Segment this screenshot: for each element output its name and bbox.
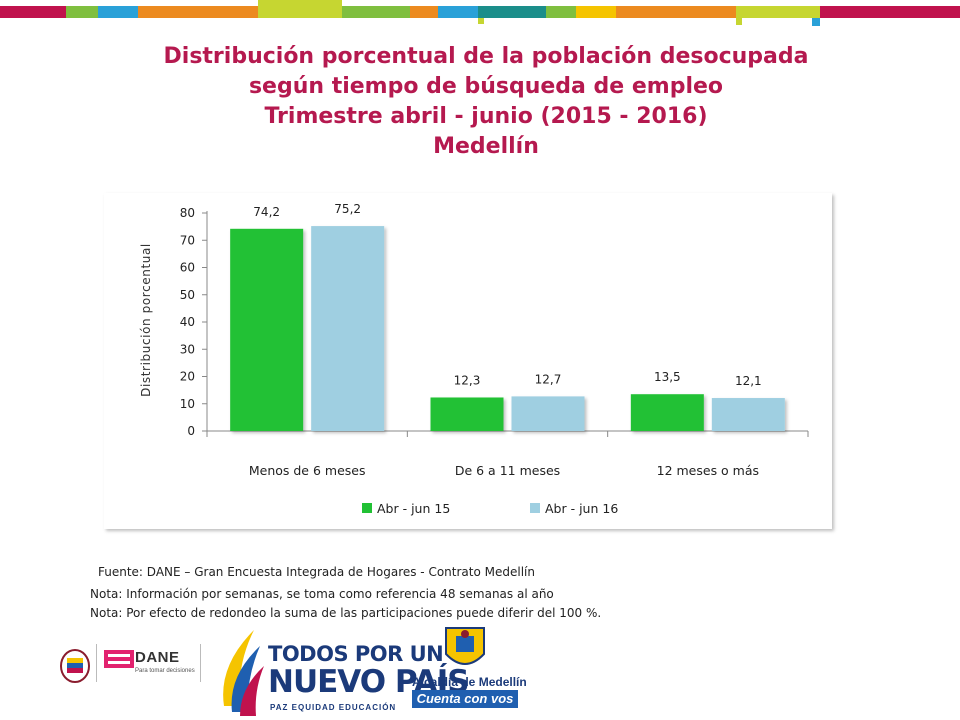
legend-swatch: [530, 503, 540, 513]
y-tick-label: 50: [180, 288, 195, 302]
strip-segment: [812, 18, 820, 26]
note-2: Nota: Por efecto de redondeo la suma de …: [90, 606, 602, 620]
colombia-shield-icon: [60, 649, 90, 683]
bar: [630, 394, 704, 431]
strip-segment: [438, 6, 478, 18]
y-tick-label: 80: [180, 206, 195, 220]
gov-slogan-line-1: TODOS POR UN: [268, 642, 444, 666]
strip-segment: [576, 6, 616, 18]
strip-segment: [546, 6, 576, 18]
x-tick-label: 12 meses o más: [657, 463, 759, 478]
chart-title: Distribución porcentual de la población …: [80, 42, 892, 162]
medellin-coat-of-arms-icon: [445, 627, 485, 665]
y-tick-label: 40: [180, 315, 195, 329]
data-label: 74,2: [253, 205, 280, 219]
bar: [230, 228, 304, 431]
title-line-2: según tiempo de búsqueda de empleo: [248, 74, 724, 99]
legend-label: Abr - jun 15: [377, 501, 450, 516]
title-line-4: Medellín: [433, 134, 539, 159]
divider: [96, 644, 97, 682]
dane-logo-icon: [104, 650, 134, 668]
data-label: 12,3: [454, 373, 481, 387]
strip-segment: [410, 6, 438, 18]
alcaldia-name: Alcaldía de Medellín: [412, 675, 527, 689]
strip-segment: [820, 6, 960, 18]
strip-segment: [736, 6, 820, 18]
strip-segment: [478, 6, 546, 18]
bar: [311, 226, 385, 431]
data-label: 75,2: [334, 202, 361, 216]
strip-segment: [98, 6, 138, 18]
data-label: 12,7: [535, 372, 562, 386]
dane-logo-text: DANE: [135, 649, 180, 666]
y-tick-label: 60: [180, 261, 195, 275]
strip-segment: [0, 6, 66, 18]
dane-tagline: Para tomar decisiones: [135, 668, 195, 674]
data-label: 13,5: [654, 370, 681, 384]
y-tick-label: 30: [180, 342, 195, 356]
bar: [430, 397, 504, 431]
y-axis-label: Distribución porcentual: [139, 243, 153, 397]
footer-logos: DANE Para tomar decisiones TODOS POR UN …: [0, 620, 960, 720]
strip-segment: [342, 6, 410, 18]
legend-swatch: [362, 503, 372, 513]
bar: [711, 398, 785, 431]
strip-segment: [736, 18, 742, 25]
y-tick-label: 70: [180, 233, 195, 247]
title-line-3: Trimestre abril - junio (2015 - 2016): [264, 104, 708, 129]
strip-segment: [66, 6, 98, 18]
note-1: Nota: Información por semanas, se toma c…: [90, 587, 554, 601]
bar: [511, 396, 585, 431]
chart-area-frame: [104, 193, 832, 529]
strip-segment: [258, 0, 342, 18]
legend-label: Abr - jun 16: [545, 501, 618, 516]
gov-slogan-line-3: PAZ EQUIDAD EDUCACIÓN: [270, 703, 397, 712]
data-label: 12,1: [735, 374, 762, 388]
gov-swoosh-icon: [223, 630, 264, 716]
strip-segment: [478, 18, 484, 24]
alcaldia-slogan: Cuenta con vos: [412, 690, 518, 708]
divider: [200, 644, 201, 682]
x-tick-label: Menos de 6 meses: [249, 463, 366, 478]
strip-segment: [138, 6, 258, 18]
y-tick-label: 20: [180, 370, 195, 384]
y-tick-label: 10: [180, 397, 195, 411]
source-note: Fuente: DANE – Gran Encuesta Integrada d…: [98, 565, 535, 579]
strip-segment: [616, 6, 736, 18]
top-color-strip: [0, 0, 960, 26]
title-line-1: Distribución porcentual de la población …: [163, 44, 809, 69]
y-tick-label: 0: [187, 424, 195, 438]
x-tick-label: De 6 a 11 meses: [455, 463, 560, 478]
